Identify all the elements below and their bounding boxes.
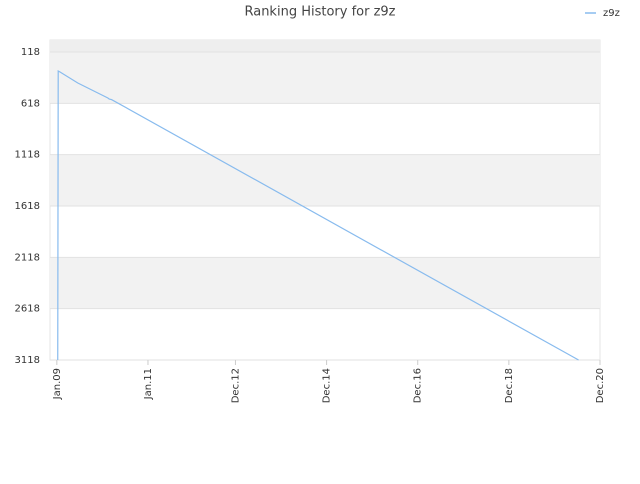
x-tick-label: Jan.11	[143, 368, 154, 400]
x-tick-label: Dec.14	[322, 368, 333, 403]
x-tick-label: Dec.18	[504, 368, 515, 403]
band	[50, 52, 600, 104]
series-line	[57, 69, 579, 361]
band	[50, 154, 600, 207]
chart-title: Ranking History for z9z	[244, 5, 395, 20]
y-tick-label: 1618	[15, 201, 40, 212]
x-tick-label: Jan.09	[52, 368, 63, 400]
y-tick-label: 1118	[15, 150, 40, 161]
band	[50, 257, 600, 309]
x-tick-label: Dec.16	[413, 368, 424, 403]
band	[50, 40, 600, 53]
y-tick-label: 118	[21, 47, 40, 58]
legend-label: z9z	[603, 8, 620, 19]
y-tick-label: 618	[21, 98, 40, 109]
x-tick-label: Dec.20	[595, 368, 606, 403]
y-tick-label: 2618	[15, 304, 40, 315]
y-tick-label: 3118	[15, 355, 40, 366]
x-tick-label: Dec.12	[230, 368, 241, 403]
y-tick-label: 2118	[15, 252, 40, 263]
